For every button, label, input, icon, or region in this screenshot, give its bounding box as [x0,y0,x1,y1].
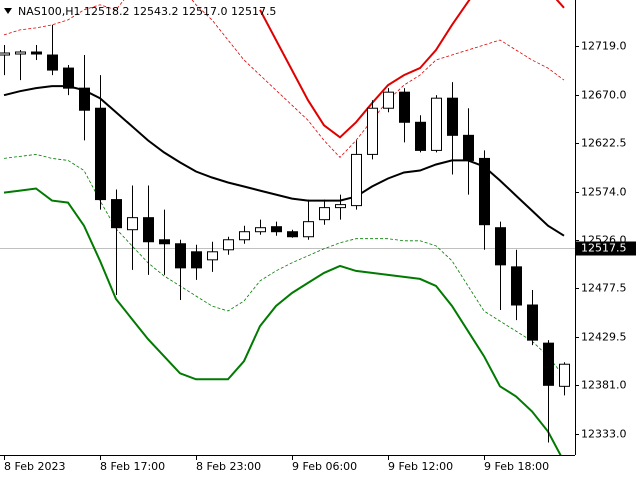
y-tick-label: 12333.0 [581,428,627,441]
indicator-line [259,0,565,139]
x-tick-label: 9 Feb 12:00 [388,460,453,473]
indicator-line [3,187,562,455]
candle-body [159,239,170,245]
candle-body [335,204,346,209]
current-price-label: 12517.5 [581,242,627,255]
current-price-box [576,241,636,256]
y-tick-label: 12670.0 [581,89,627,102]
candle-body [127,217,138,231]
candle-body [0,52,10,56]
chart-header: NAS100,H1 12518.2 12543.2 12517.0 12517.… [18,5,276,18]
y-tick-label: 12574.0 [581,186,627,199]
candle-body [511,266,522,306]
candle-body [399,91,410,123]
candle-body [319,207,330,221]
candle-body [383,91,394,109]
candle-body [191,251,202,269]
y-tick-label: 12622.5 [581,137,627,150]
x-tick-label: 9 Feb 18:00 [484,460,549,473]
candle-body [303,221,314,238]
candle-body [431,97,442,151]
y-tick-label: 12719.0 [581,40,627,53]
candle-body [447,97,458,136]
indicator-line [3,85,565,237]
candle-body [223,239,234,251]
candle-body [239,231,250,241]
candle-body [79,87,90,111]
candle-body [367,107,378,155]
y-tick-label: 12477.5 [581,282,627,295]
candle-body [495,227,506,266]
y-tick-label: 12429.5 [581,331,627,344]
candle-body [95,107,106,201]
candle-body [271,226,282,233]
candle-body [463,134,474,161]
candle-body [415,121,426,151]
candle-body [527,304,538,341]
indicator-line [3,0,565,158]
candle-body [559,363,570,387]
candle-body [543,342,554,386]
candle-body [175,243,186,269]
x-tick-label: 8 Feb 23:00 [196,460,261,473]
candle-body [479,157,490,226]
candle-body [207,251,218,261]
header-arrow [4,8,12,14]
candle-body [31,51,42,55]
candle-body [63,67,74,89]
x-tick-label: 9 Feb 06:00 [292,460,357,473]
plot-area [0,0,575,455]
candle-body [47,54,58,71]
candle-body [287,231,298,238]
y-tick-label: 12381.0 [581,379,627,392]
candle-body [143,217,154,243]
candle-body [15,51,26,55]
candle-body [351,153,362,207]
candle-body [255,227,266,233]
candle-body [111,199,122,229]
x-tick-label: 8 Feb 2023 [4,460,65,473]
x-tick-label: 8 Feb 17:00 [100,460,165,473]
